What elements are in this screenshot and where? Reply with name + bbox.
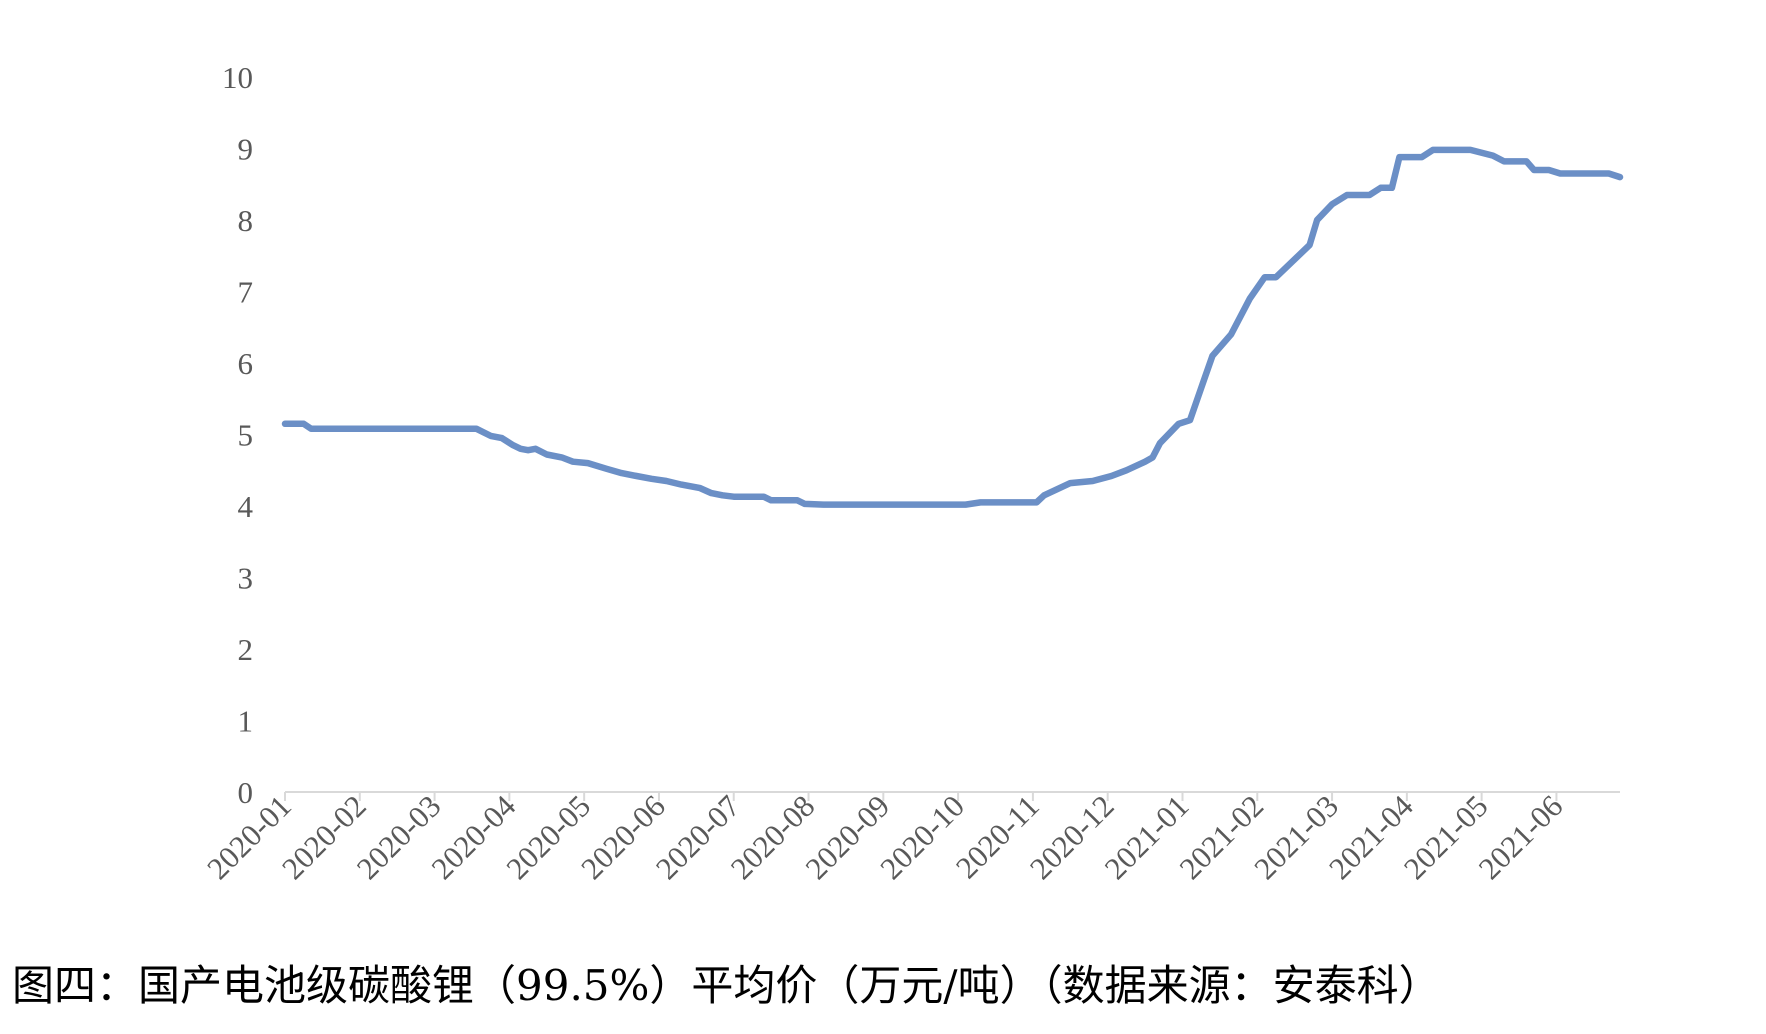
y-tick-label: 8 [238, 203, 254, 238]
y-tick-label: 5 [238, 418, 254, 453]
x-tick-label: 2020-07 [649, 788, 747, 886]
y-tick-label: 2 [238, 632, 254, 667]
x-tick-label: 2021-03 [1247, 788, 1345, 886]
x-tick-label: 2021-06 [1472, 788, 1570, 886]
y-tick-label: 10 [222, 60, 253, 95]
x-tick-label: 2020-05 [499, 788, 597, 886]
x-tick-label: 2020-12 [1023, 788, 1121, 886]
x-tick-label: 2020-10 [873, 788, 971, 886]
x-tick-label: 2020-03 [350, 788, 448, 886]
y-tick-label: 3 [238, 561, 254, 596]
y-tick-label: 6 [238, 346, 254, 381]
x-tick-label: 2020-09 [798, 788, 896, 886]
x-tick-label: 2021-02 [1172, 788, 1270, 886]
x-tick-label: 2020-08 [724, 788, 822, 886]
x-tick-label: 2021-01 [1098, 788, 1196, 886]
x-tick-label: 2020-06 [574, 788, 672, 886]
y-tick-label: 1 [238, 704, 254, 739]
x-tick-label: 2021-05 [1397, 788, 1495, 886]
y-tick-label: 4 [238, 489, 254, 524]
line [281, 146, 1624, 508]
chart-caption: 图四：国产电池级碳酸锂（99.5%）平均价（万元/吨）（数据来源：安泰科） [12, 961, 1441, 1010]
y-tick-label: 0 [238, 775, 254, 810]
y-tick-label: 7 [238, 275, 254, 310]
y-tick-label: 9 [238, 132, 254, 167]
x-tick-label: 2020-02 [275, 788, 373, 886]
